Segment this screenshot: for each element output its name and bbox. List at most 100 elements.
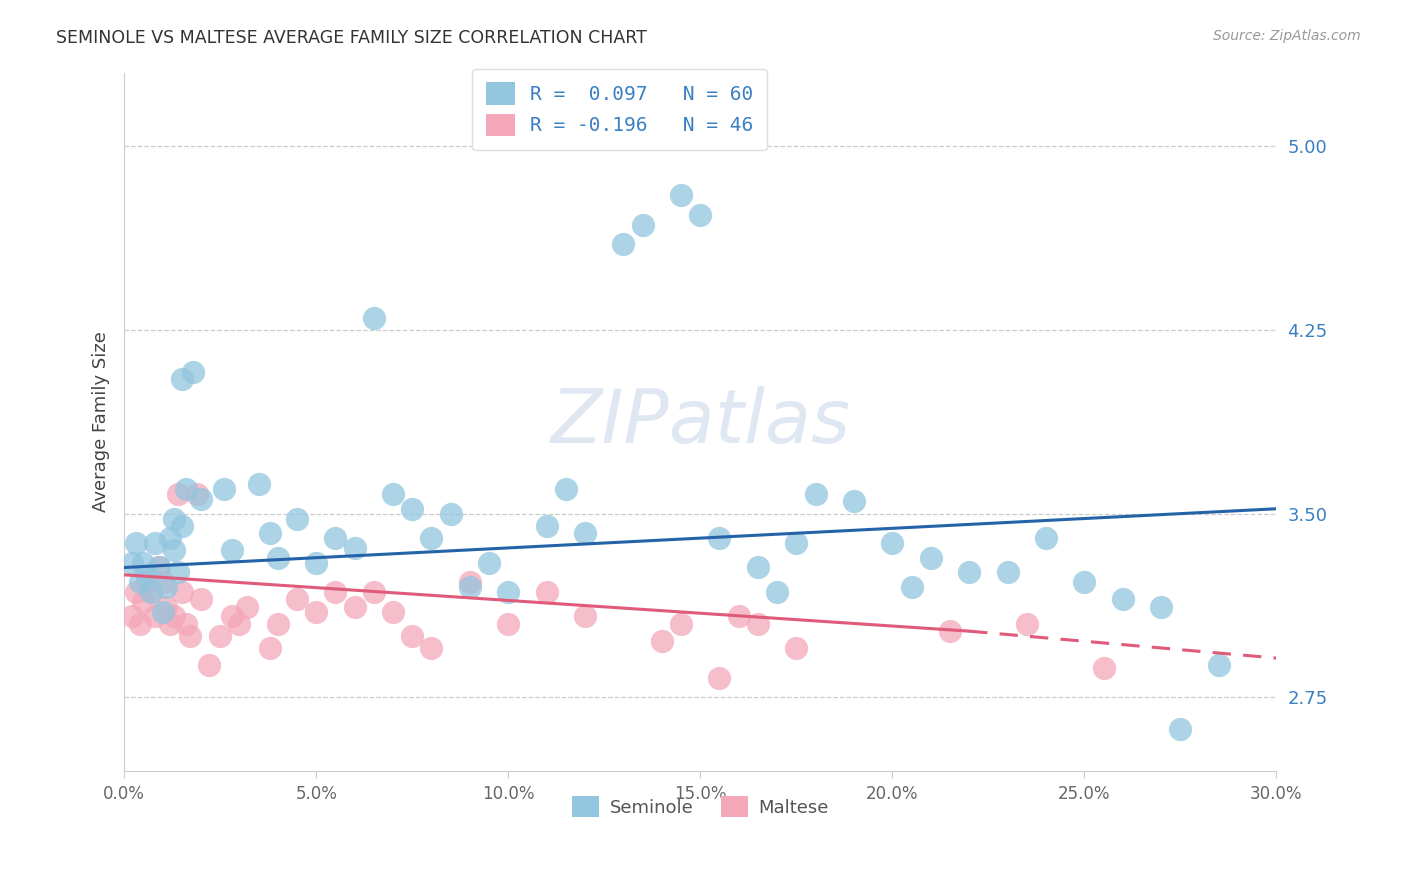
Point [167,566,190,580]
Point [785,536,807,550]
Point [163,543,186,558]
Point [236,599,259,614]
Point [631,218,654,232]
Point [478,556,501,570]
Point [343,541,366,555]
Point [1112,592,1135,607]
Point [804,487,827,501]
Point [709,531,731,545]
Point [170,519,193,533]
Point [155,580,177,594]
Point [363,585,385,599]
Point [343,599,366,614]
Text: Source: ZipAtlas.com: Source: ZipAtlas.com [1213,29,1361,43]
Point [382,487,405,501]
Point [574,609,596,624]
Point [159,531,181,545]
Point [420,531,443,545]
Point [132,556,155,570]
Point [401,629,423,643]
Point [785,641,807,656]
Point [167,487,190,501]
Point [152,575,174,590]
Text: SEMINOLE VS MALTESE AVERAGE FAMILY SIZE CORRELATION CHART: SEMINOLE VS MALTESE AVERAGE FAMILY SIZE … [56,29,647,46]
Point [939,624,962,639]
Point [190,592,212,607]
Point [747,616,769,631]
Point [325,531,347,545]
Point [1208,658,1230,673]
Point [1170,722,1192,736]
Point [159,616,181,631]
Point [139,585,162,599]
Point [496,585,519,599]
Point [170,585,193,599]
Point [651,634,673,648]
Point [267,550,290,565]
Point [148,560,170,574]
Point [882,536,904,550]
Y-axis label: Average Family Size: Average Family Size [93,332,110,512]
Point [727,609,749,624]
Point [669,188,692,202]
Point [163,511,186,525]
Point [174,616,197,631]
Point [170,372,193,386]
Point [221,543,243,558]
Point [458,575,481,590]
Point [209,629,232,643]
Point [183,365,205,379]
Point [125,536,148,550]
Point [121,556,143,570]
Point [212,482,235,496]
Point [669,616,692,631]
Point [143,536,166,550]
Point [125,585,148,599]
Point [179,629,201,643]
Point [997,566,1019,580]
Point [1073,575,1095,590]
Point [536,585,558,599]
Point [285,511,308,525]
Point [305,605,328,619]
Point [186,487,208,501]
Point [496,616,519,631]
Point [554,482,576,496]
Point [228,616,250,631]
Legend: Seminole, Maltese: Seminole, Maltese [565,789,837,824]
Point [285,592,308,607]
Point [957,566,980,580]
Point [155,599,177,614]
Point [139,585,162,599]
Point [363,310,385,325]
Point [536,519,558,533]
Point [574,526,596,541]
Point [143,609,166,624]
Point [190,491,212,506]
Point [148,560,170,574]
Point [121,609,143,624]
Point [1015,616,1038,631]
Point [136,575,159,590]
Point [259,641,281,656]
Point [128,616,150,631]
Point [163,609,186,624]
Point [747,560,769,574]
Point [612,237,634,252]
Point [920,550,942,565]
Point [136,567,159,582]
Point [440,507,463,521]
Point [1150,599,1173,614]
Point [401,501,423,516]
Point [458,580,481,594]
Point [382,605,405,619]
Point [132,595,155,609]
Point [128,575,150,590]
Point [709,671,731,685]
Point [221,609,243,624]
Point [1035,531,1057,545]
Point [174,482,197,496]
Point [842,494,865,508]
Point [152,605,174,619]
Point [900,580,922,594]
